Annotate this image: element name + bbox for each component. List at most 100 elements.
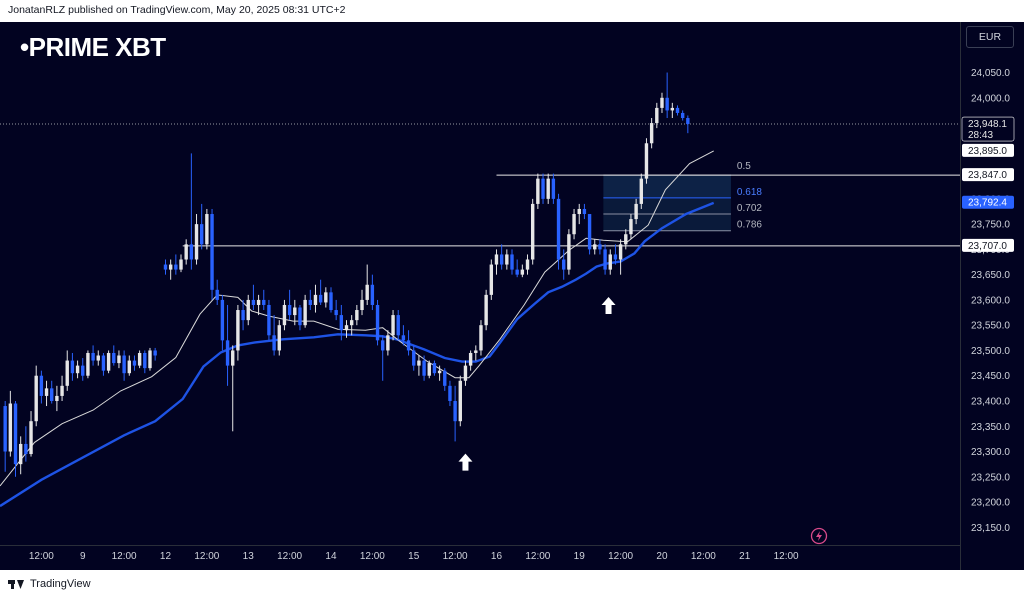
candle-bearish <box>432 360 437 376</box>
candle-body <box>582 208 587 215</box>
candle-body <box>649 123 654 144</box>
time-tick-label: 12 <box>160 551 172 562</box>
candle-body <box>494 254 499 265</box>
candle-body <box>432 363 437 374</box>
candle-body <box>184 244 188 260</box>
candle-body <box>293 307 297 316</box>
candle-body <box>231 350 235 366</box>
publisher-header: JonatanRLZ published on TradingView.com,… <box>8 4 346 16</box>
candle-bearish <box>143 350 147 374</box>
candle-body <box>225 340 230 366</box>
candle-bullish <box>8 390 13 457</box>
candle-body <box>530 203 535 260</box>
candle-body <box>386 335 390 351</box>
price-label-box <box>962 143 1014 157</box>
candle-bullish <box>520 264 525 278</box>
candle-body <box>272 335 276 351</box>
time-tick-label: 12:00 <box>194 551 219 562</box>
candle-bullish <box>75 360 80 379</box>
candle-bullish <box>391 310 395 341</box>
tradingview-label: TradingView <box>30 578 91 590</box>
tradingview-footer[interactable]: TradingView <box>8 578 91 590</box>
candle-body <box>101 355 106 371</box>
candle-bearish <box>91 345 95 366</box>
candle-bullish <box>179 254 183 273</box>
candle-body <box>220 299 225 341</box>
price-axis-divider <box>960 22 961 570</box>
candle-bearish <box>81 358 85 381</box>
candle-bullish <box>634 198 638 225</box>
candle-bearish <box>210 208 214 300</box>
candle-bearish <box>189 153 194 270</box>
candle-body <box>324 292 328 303</box>
candle-body <box>75 365 80 374</box>
price-tick-label: 23,350.0 <box>971 422 1010 433</box>
price-tick-label: 23,750.0 <box>971 220 1010 231</box>
candle-bullish <box>577 203 581 225</box>
candle-body <box>541 178 545 199</box>
candle-bullish <box>148 347 152 371</box>
candle-bullish <box>349 315 354 336</box>
currency-button[interactable]: EUR <box>966 26 1014 48</box>
fib-zone-upper <box>603 175 731 198</box>
candle-bearish <box>174 254 178 275</box>
price-tick-label: 23,300.0 <box>971 447 1010 458</box>
candle-body <box>577 208 581 215</box>
candle-body <box>329 292 333 311</box>
time-tick-label: 12:00 <box>691 551 716 562</box>
time-tick-label: 9 <box>80 551 86 562</box>
price-label-text: 23,847.0 <box>968 170 1007 181</box>
arrow-up-icon <box>458 453 473 471</box>
candle-bullish <box>525 254 530 275</box>
candle-body <box>174 264 178 270</box>
candle-body <box>236 310 240 351</box>
candle-body <box>194 224 199 260</box>
tradingview-logo-icon <box>8 578 26 590</box>
fibonacci-retracement: 0.5 0.618 0.702 0.786 <box>603 161 762 232</box>
candle-bearish <box>587 214 592 255</box>
time-tick-label: 12:00 <box>112 551 137 562</box>
arrow-up-shape <box>601 296 616 314</box>
candle-bullish <box>137 350 142 369</box>
candle-bullish <box>463 360 468 386</box>
lightning-icon <box>810 527 828 545</box>
price-label-box <box>962 168 1014 182</box>
candle-bullish <box>660 92 664 113</box>
candle-body <box>458 380 462 422</box>
candle-bearish <box>251 284 256 311</box>
candle-bullish <box>344 320 349 338</box>
candle-body <box>3 406 7 452</box>
candle-bearish <box>370 274 375 311</box>
candle-bearish <box>267 299 271 341</box>
arrow-up-shape <box>458 453 473 471</box>
candle-bullish <box>489 259 494 300</box>
candle-body <box>34 375 38 422</box>
candle-bullish <box>427 360 431 379</box>
candle-bearish <box>375 299 380 346</box>
candle-bullish <box>546 173 550 204</box>
candle-body <box>427 363 431 376</box>
candle-bullish <box>324 287 328 308</box>
price-labels: 23,948.128:43 23,895.0 23,847.0 23,792.4 23,… <box>961 116 1015 252</box>
candle-bullish <box>618 239 623 275</box>
candle-body <box>417 360 421 366</box>
candle-bearish <box>298 304 302 331</box>
candle-body <box>660 97 664 108</box>
candle-body <box>499 254 504 265</box>
candle-bullish <box>117 350 121 369</box>
candle-bullish <box>624 229 628 250</box>
price-tick-label: 23,150.0 <box>971 523 1010 534</box>
price-label-white: 23,895.0 <box>962 143 1014 157</box>
candle-body <box>453 400 457 422</box>
candle-bullish <box>468 350 473 371</box>
fib-level-label: 0.5 <box>737 161 751 172</box>
price-tick-label: 23,650.0 <box>971 270 1010 281</box>
candle-body <box>391 315 395 336</box>
candle-bearish <box>613 244 618 265</box>
candle-body <box>437 370 442 374</box>
candle-body <box>355 310 359 321</box>
candle-bearish <box>453 385 457 442</box>
countdown-label: 28:43 <box>968 130 993 141</box>
